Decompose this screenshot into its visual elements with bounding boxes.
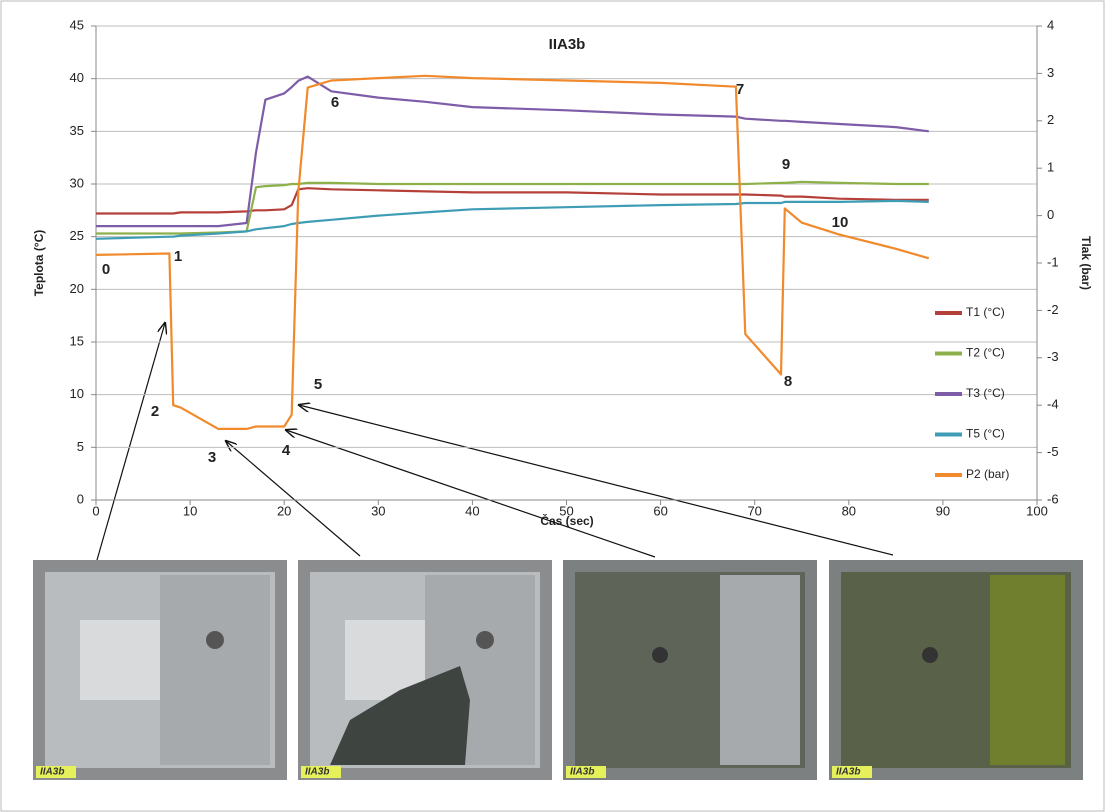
annotation: 6	[331, 94, 339, 111]
photo-label: IIA3b	[305, 767, 329, 778]
x-tick-label: 100	[1026, 503, 1048, 518]
y-tick-label: 15	[70, 333, 84, 348]
photo	[829, 560, 1083, 780]
photo-label: IIA3b	[836, 767, 860, 778]
x-tick-label: 40	[465, 503, 479, 518]
y2-tick-label: -3	[1047, 349, 1059, 364]
legend-label: T3 (°C)	[966, 386, 1005, 400]
annotation: 1	[174, 248, 182, 265]
y-tick-label: 20	[70, 281, 84, 296]
y-tick-label: 35	[70, 123, 84, 138]
y2-axis-label: Tlak (bar)	[1079, 236, 1093, 290]
photo	[563, 560, 817, 780]
annotation: 0	[102, 261, 110, 278]
figure: IIA3b Čas (sec) Teplota (°C) Tlak (bar) …	[0, 0, 1105, 812]
y2-tick-label: 3	[1047, 65, 1054, 80]
y-tick-label: 0	[77, 491, 84, 506]
y-tick-label: 5	[77, 439, 84, 454]
annotation: 10	[832, 214, 849, 231]
y-tick-label: 25	[70, 228, 84, 243]
x-tick-label: 50	[559, 503, 573, 518]
annotation: 4	[282, 442, 291, 459]
x-tick-label: 90	[936, 503, 950, 518]
x-tick-label: 20	[277, 503, 291, 518]
legend-label: T5 (°C)	[966, 427, 1005, 441]
photo-label: IIA3b	[40, 767, 64, 778]
annotation: 9	[782, 156, 790, 173]
y2-tick-label: -6	[1047, 491, 1059, 506]
y-tick-label: 10	[70, 386, 84, 401]
annotation: 3	[208, 449, 216, 466]
y2-tick-label: -1	[1047, 254, 1059, 269]
photo	[33, 560, 287, 780]
y2-tick-label: -5	[1047, 444, 1059, 459]
annotation: 5	[314, 376, 322, 393]
y-tick-label: 40	[70, 70, 84, 85]
chart-title: IIA3b	[549, 36, 586, 53]
legend-label: T2 (°C)	[966, 346, 1005, 360]
annotation: 7	[736, 81, 744, 98]
y-tick-label: 45	[70, 17, 84, 32]
y2-tick-label: -4	[1047, 397, 1059, 412]
x-tick-label: 0	[92, 503, 99, 518]
y-tick-label: 30	[70, 175, 84, 190]
y2-tick-label: -2	[1047, 302, 1059, 317]
x-tick-label: 60	[653, 503, 667, 518]
x-tick-label: 70	[747, 503, 761, 518]
legend-label: P2 (bar)	[966, 467, 1009, 481]
x-tick-label: 10	[183, 503, 197, 518]
y2-tick-label: 1	[1047, 160, 1054, 175]
annotation: 8	[784, 373, 792, 390]
photo	[298, 560, 552, 780]
annotation: 2	[151, 403, 159, 420]
legend-label: T1 (°C)	[966, 305, 1005, 319]
photo-label: IIA3b	[570, 767, 594, 778]
y2-tick-label: 4	[1047, 17, 1054, 32]
y2-tick-label: 0	[1047, 207, 1054, 222]
x-tick-label: 30	[371, 503, 385, 518]
y-axis-label: Teplota (°C)	[32, 230, 46, 297]
y2-tick-label: 2	[1047, 112, 1054, 127]
x-tick-label: 80	[842, 503, 856, 518]
